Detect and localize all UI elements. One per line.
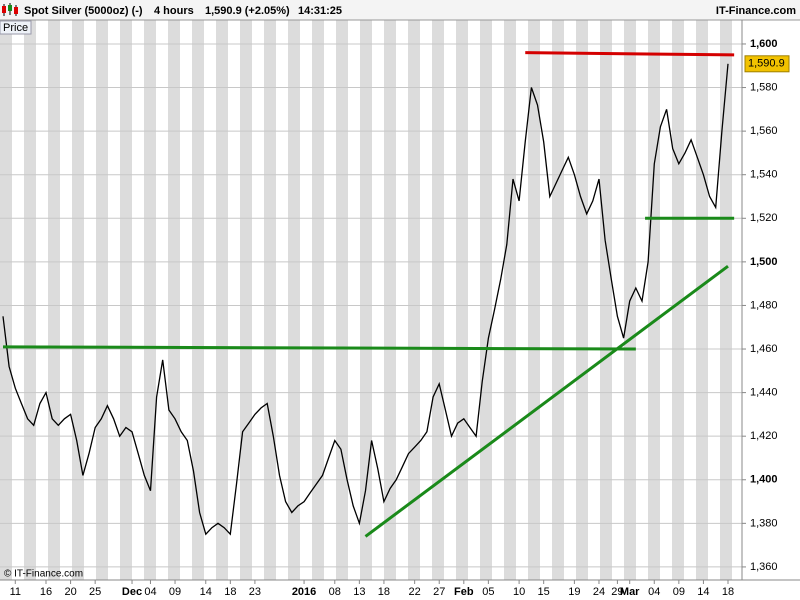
y-tick-label: 1,480 xyxy=(750,299,778,311)
x-tick-label: 18 xyxy=(378,586,390,598)
stripe xyxy=(480,20,492,580)
time: 14:31:25 xyxy=(298,5,342,17)
quote: 1,590.9 (+2.05%) xyxy=(205,5,290,17)
x-tick-label: 19 xyxy=(568,586,580,598)
x-tick-label: 29 xyxy=(611,586,623,598)
stripe xyxy=(72,20,84,580)
y-tick-label: 1,500 xyxy=(750,256,778,268)
stripe xyxy=(408,20,420,580)
price-line xyxy=(2,63,729,536)
x-tick-label: 27 xyxy=(433,586,445,598)
brand: IT-Finance.com xyxy=(716,5,796,17)
stripe xyxy=(600,20,612,580)
stripe xyxy=(576,20,588,580)
y-tick-label: 1,580 xyxy=(750,81,778,93)
x-tick-label: 14 xyxy=(200,586,212,598)
stripe xyxy=(720,20,732,580)
y-tick-label: 1,400 xyxy=(750,474,778,486)
y-tick-label: 1,380 xyxy=(750,517,778,529)
stripe xyxy=(432,20,444,580)
x-tick-label: 10 xyxy=(513,586,525,598)
stripe xyxy=(96,20,108,580)
x-tick-label: 11 xyxy=(10,586,21,598)
last-price-box xyxy=(744,55,790,73)
stripe xyxy=(336,20,348,580)
x-tick-label: 18 xyxy=(224,586,236,598)
x-tick-label: 16 xyxy=(40,586,52,598)
panel-tab xyxy=(0,20,32,35)
x-tick-label: 08 xyxy=(329,586,341,598)
stripe xyxy=(696,20,708,580)
x-tick-label: 14 xyxy=(697,586,709,598)
stripe xyxy=(264,20,276,580)
stripe xyxy=(120,20,132,580)
y-tick-label: 1,540 xyxy=(750,169,778,181)
y-tick-label: 1,440 xyxy=(750,387,778,399)
y-tick-label: 1,460 xyxy=(750,343,778,355)
x-tick-label: 15 xyxy=(538,586,550,598)
header-bar xyxy=(0,0,800,20)
stripe xyxy=(360,20,372,580)
x-tick-label: 20 xyxy=(64,586,76,598)
stripe xyxy=(528,20,540,580)
copyright: © IT-Finance.com xyxy=(4,569,83,580)
stripe xyxy=(24,20,36,580)
y-tick-label: 1,520 xyxy=(750,212,778,224)
stripes xyxy=(0,20,732,580)
trendline xyxy=(2,345,636,351)
stripe xyxy=(384,20,396,580)
stripe xyxy=(312,20,324,580)
x-tick-label: 22 xyxy=(409,586,421,598)
logo xyxy=(2,3,18,16)
stripe xyxy=(168,20,180,580)
stripe xyxy=(648,20,660,580)
x-tick-label: 25 xyxy=(89,586,101,598)
trendline xyxy=(364,265,729,538)
x-tick-label: 18 xyxy=(722,586,734,598)
stripe xyxy=(288,20,300,580)
period: 4 hours xyxy=(154,5,194,17)
x-tick-label: 09 xyxy=(673,586,685,598)
instrument: Spot Silver (5000oz) (-) xyxy=(24,5,143,17)
stripe xyxy=(456,20,468,580)
stripe xyxy=(192,20,204,580)
stripe xyxy=(552,20,564,580)
x-tick-label: 04 xyxy=(144,586,156,598)
x-tick-label: Mar xyxy=(620,586,640,598)
last-price-label: 1,590.9 xyxy=(748,58,785,70)
y-tick-label: 1,600 xyxy=(750,38,778,50)
y-tick-label: 1,420 xyxy=(750,430,778,442)
stripe xyxy=(504,20,516,580)
x-tick-label: 09 xyxy=(169,586,181,598)
x-tick-label: 24 xyxy=(593,586,605,598)
x-tick-label: 05 xyxy=(482,586,494,598)
x-tick-label: Dec xyxy=(122,586,142,598)
x-tick-label: 2016 xyxy=(292,586,316,598)
x-tick-label: 04 xyxy=(648,586,660,598)
stripe xyxy=(0,20,12,580)
x-tick-label: Feb xyxy=(454,586,474,598)
stripe xyxy=(216,20,228,580)
stripe xyxy=(144,20,156,580)
stripe xyxy=(48,20,60,580)
stripe xyxy=(240,20,252,580)
x-tick-label: 23 xyxy=(249,586,261,598)
x-tick-label: 13 xyxy=(353,586,365,598)
y-tick-label: 1,360 xyxy=(750,561,778,573)
trendline xyxy=(525,51,735,57)
y-tick-label: 1,560 xyxy=(750,125,778,137)
panel-label: Price xyxy=(3,22,28,34)
